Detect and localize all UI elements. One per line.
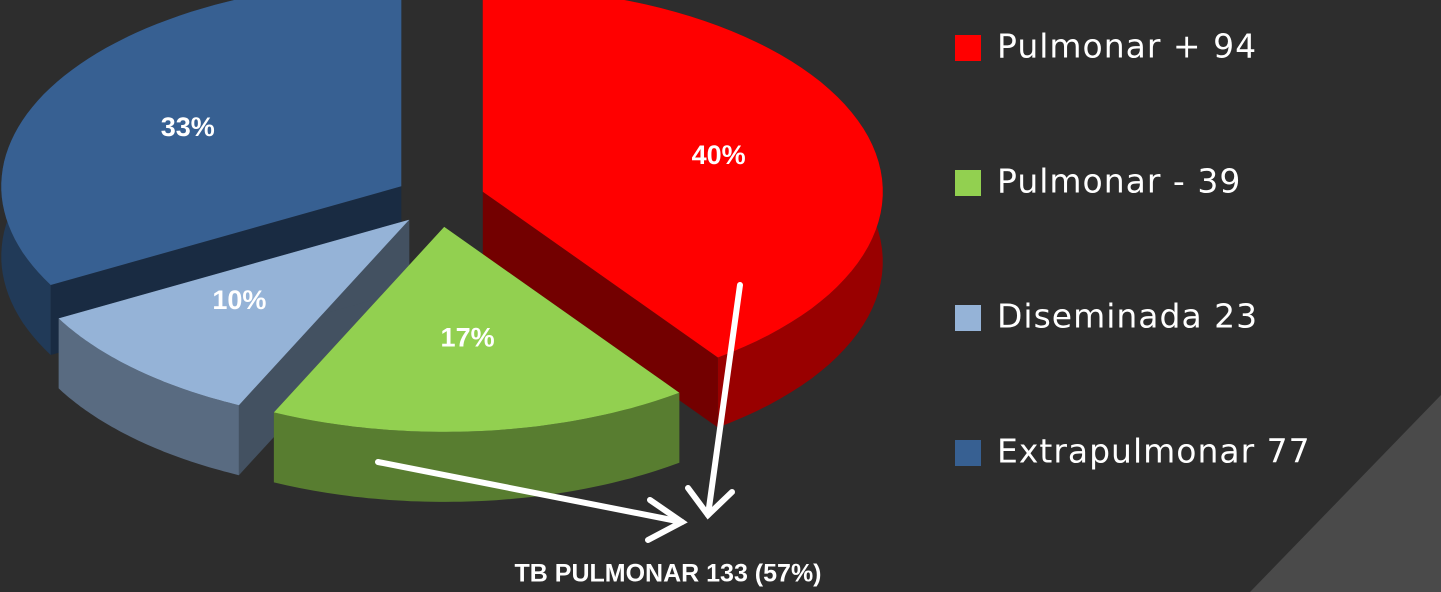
slice-wall: [482, 191, 718, 428]
slice-side: [273, 392, 680, 502]
annotation: TB PULMONAR 133 (57%): [515, 560, 822, 588]
legend-swatch: [955, 35, 981, 61]
legend-swatch: [955, 305, 981, 331]
slice-side: [58, 318, 239, 476]
arrow-head: [645, 497, 688, 543]
data-label: 17%: [441, 322, 495, 352]
data-label: 33%: [161, 112, 215, 142]
corner-decoration: [1250, 395, 1441, 592]
arrows: [375, 282, 743, 543]
slice: [58, 219, 410, 406]
legend-swatch: [955, 170, 981, 196]
slice: [273, 226, 680, 432]
legend: Pulmonar + 94 Pulmonar - 39 Diseminada 23 E…: [955, 27, 1311, 471]
legend-label: Diseminada 23: [997, 297, 1258, 336]
legend-swatch: [955, 440, 981, 466]
pie: 33% 40% 10% 17%: [1, 0, 883, 502]
arrow: [705, 282, 743, 518]
legend-label: Extrapulmonar 77: [997, 432, 1311, 471]
data-label: 10%: [212, 285, 266, 315]
data-label: 40%: [692, 140, 746, 170]
legend-label: Pulmonar - 39: [997, 162, 1241, 201]
slice: [1, 0, 402, 285]
slice: [482, 0, 883, 358]
arrow: [375, 459, 685, 525]
arrow-head: [685, 485, 735, 520]
legend-label: Pulmonar + 94: [997, 27, 1257, 66]
